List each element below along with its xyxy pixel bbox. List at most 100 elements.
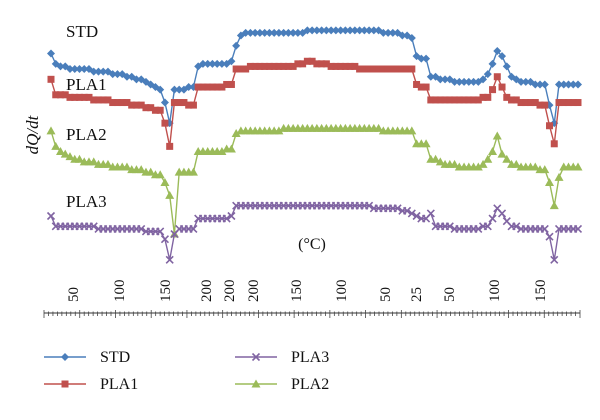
data-point-pla1-61 [337, 62, 345, 70]
data-point-std-88 [464, 77, 473, 86]
data-point-pla1-62 [341, 62, 349, 70]
data-point-std-59 [327, 26, 336, 35]
data-point-pla1-18 [132, 101, 140, 109]
data-point-pla1-53 [299, 60, 307, 68]
legend-marker-pla1 [61, 380, 69, 388]
data-point-pla1-85 [451, 96, 459, 104]
data-point-pla1-9 [90, 96, 98, 104]
data-point-pla1-109 [565, 99, 573, 107]
data-point-std-83 [441, 75, 450, 84]
data-point-pla2-16 [122, 162, 132, 171]
data-point-std-14 [113, 70, 122, 79]
data-point-pla1-89 [470, 96, 478, 104]
series-label-std: STD [66, 22, 98, 41]
data-point-std-57 [317, 26, 326, 35]
x-tick-label: 100 [112, 280, 128, 303]
data-point-std-4 [65, 65, 74, 73]
data-point-pla1-55 [308, 57, 316, 65]
legend-label: PLA1 [100, 376, 138, 393]
data-point-pla1-92 [484, 93, 492, 101]
legend: STD PLA1 PLA3 PLA2 [44, 349, 329, 393]
data-point-std-80 [426, 72, 435, 81]
data-point-std-51 [289, 28, 298, 37]
data-point-std-18 [132, 75, 141, 84]
data-point-pla1-1 [52, 91, 60, 99]
data-point-std-102 [531, 80, 540, 89]
data-point-std-2 [56, 62, 65, 71]
data-point-pla3-9 [89, 222, 98, 231]
data-point-pla1-76 [408, 65, 416, 73]
data-point-pla3-80 [426, 209, 435, 218]
data-point-std-9 [89, 67, 98, 76]
data-point-pla1-19 [137, 101, 145, 109]
data-point-pla1-35 [213, 83, 221, 91]
data-point-pla1-73 [394, 65, 402, 73]
x-tick-label: 200 [246, 280, 262, 303]
data-point-pla2-85 [450, 159, 460, 168]
x-tick-label: 150 [158, 280, 174, 303]
data-point-pla3-93 [488, 214, 497, 223]
data-point-pla3-38 [227, 211, 236, 221]
data-point-std-46 [265, 28, 274, 37]
data-point-pla2-95 [497, 149, 507, 158]
data-point-std-10 [94, 67, 103, 76]
data-point-pla3-0 [46, 211, 56, 221]
data-point-pla1-63 [346, 62, 354, 70]
data-point-std-61 [336, 26, 345, 35]
data-point-pla3-24 [160, 235, 170, 244]
data-point-pla3-19 [137, 224, 146, 233]
data-point-pla1-57 [318, 60, 326, 68]
data-point-std-42 [246, 28, 255, 37]
data-point-pla2-94 [492, 131, 502, 140]
data-point-pla1-87 [460, 96, 468, 104]
data-point-std-92 [483, 70, 492, 79]
data-point-std-38 [227, 57, 236, 66]
x-tick-label: 200 [222, 280, 238, 303]
data-point-pla3-111 [573, 224, 583, 233]
x-tick-label: 150 [289, 280, 305, 303]
data-point-pla3-90 [474, 224, 483, 233]
data-point-pla1-47 [270, 62, 278, 70]
data-point-std-39 [232, 41, 241, 50]
data-point-pla1-26 [170, 99, 178, 107]
data-point-pla3-75 [403, 206, 412, 215]
data-point-std-109 [564, 80, 573, 89]
x-tick-label: 50 [442, 287, 458, 302]
data-point-std-54 [303, 26, 312, 35]
data-point-std-5 [70, 65, 79, 73]
series-std [47, 26, 582, 128]
data-point-pla2-38 [226, 144, 236, 153]
data-point-std-95 [498, 52, 507, 61]
data-point-pla1-82 [436, 96, 444, 104]
data-point-std-79 [422, 54, 431, 63]
data-point-pla3-106 [550, 255, 559, 264]
data-point-pla3-76 [407, 209, 416, 218]
data-point-pla1-33 [204, 83, 212, 91]
legend-item-pla1: PLA1 [44, 376, 138, 393]
data-point-std-32 [198, 59, 207, 68]
data-point-std-55 [308, 26, 317, 35]
data-point-pla1-44 [256, 62, 264, 70]
data-point-pla1-38 [227, 80, 235, 88]
x-tick-label: 100 [334, 280, 350, 303]
series-line-pla3 [50, 204, 578, 260]
data-point-pla3-25 [165, 255, 174, 264]
data-point-std-47 [270, 28, 279, 37]
data-point-std-43 [251, 28, 260, 37]
data-point-pla2-82 [435, 157, 445, 166]
data-point-std-78 [417, 54, 426, 63]
data-point-pla1-48 [275, 62, 283, 70]
data-point-std-36 [217, 59, 226, 68]
data-point-pla1-66 [360, 65, 368, 73]
data-point-pla1-24 [161, 119, 169, 127]
data-point-pla2-19 [136, 165, 146, 174]
data-point-pla1-23 [156, 106, 164, 114]
data-point-pla2-92 [483, 154, 493, 163]
data-point-pla1-15 [118, 99, 126, 107]
data-point-pla1-21 [147, 104, 155, 112]
data-point-pla1-110 [569, 99, 577, 107]
data-point-std-85 [450, 77, 459, 86]
data-point-std-35 [213, 59, 222, 68]
data-point-pla1-105 [546, 122, 554, 130]
data-point-pla2-6 [74, 154, 84, 163]
